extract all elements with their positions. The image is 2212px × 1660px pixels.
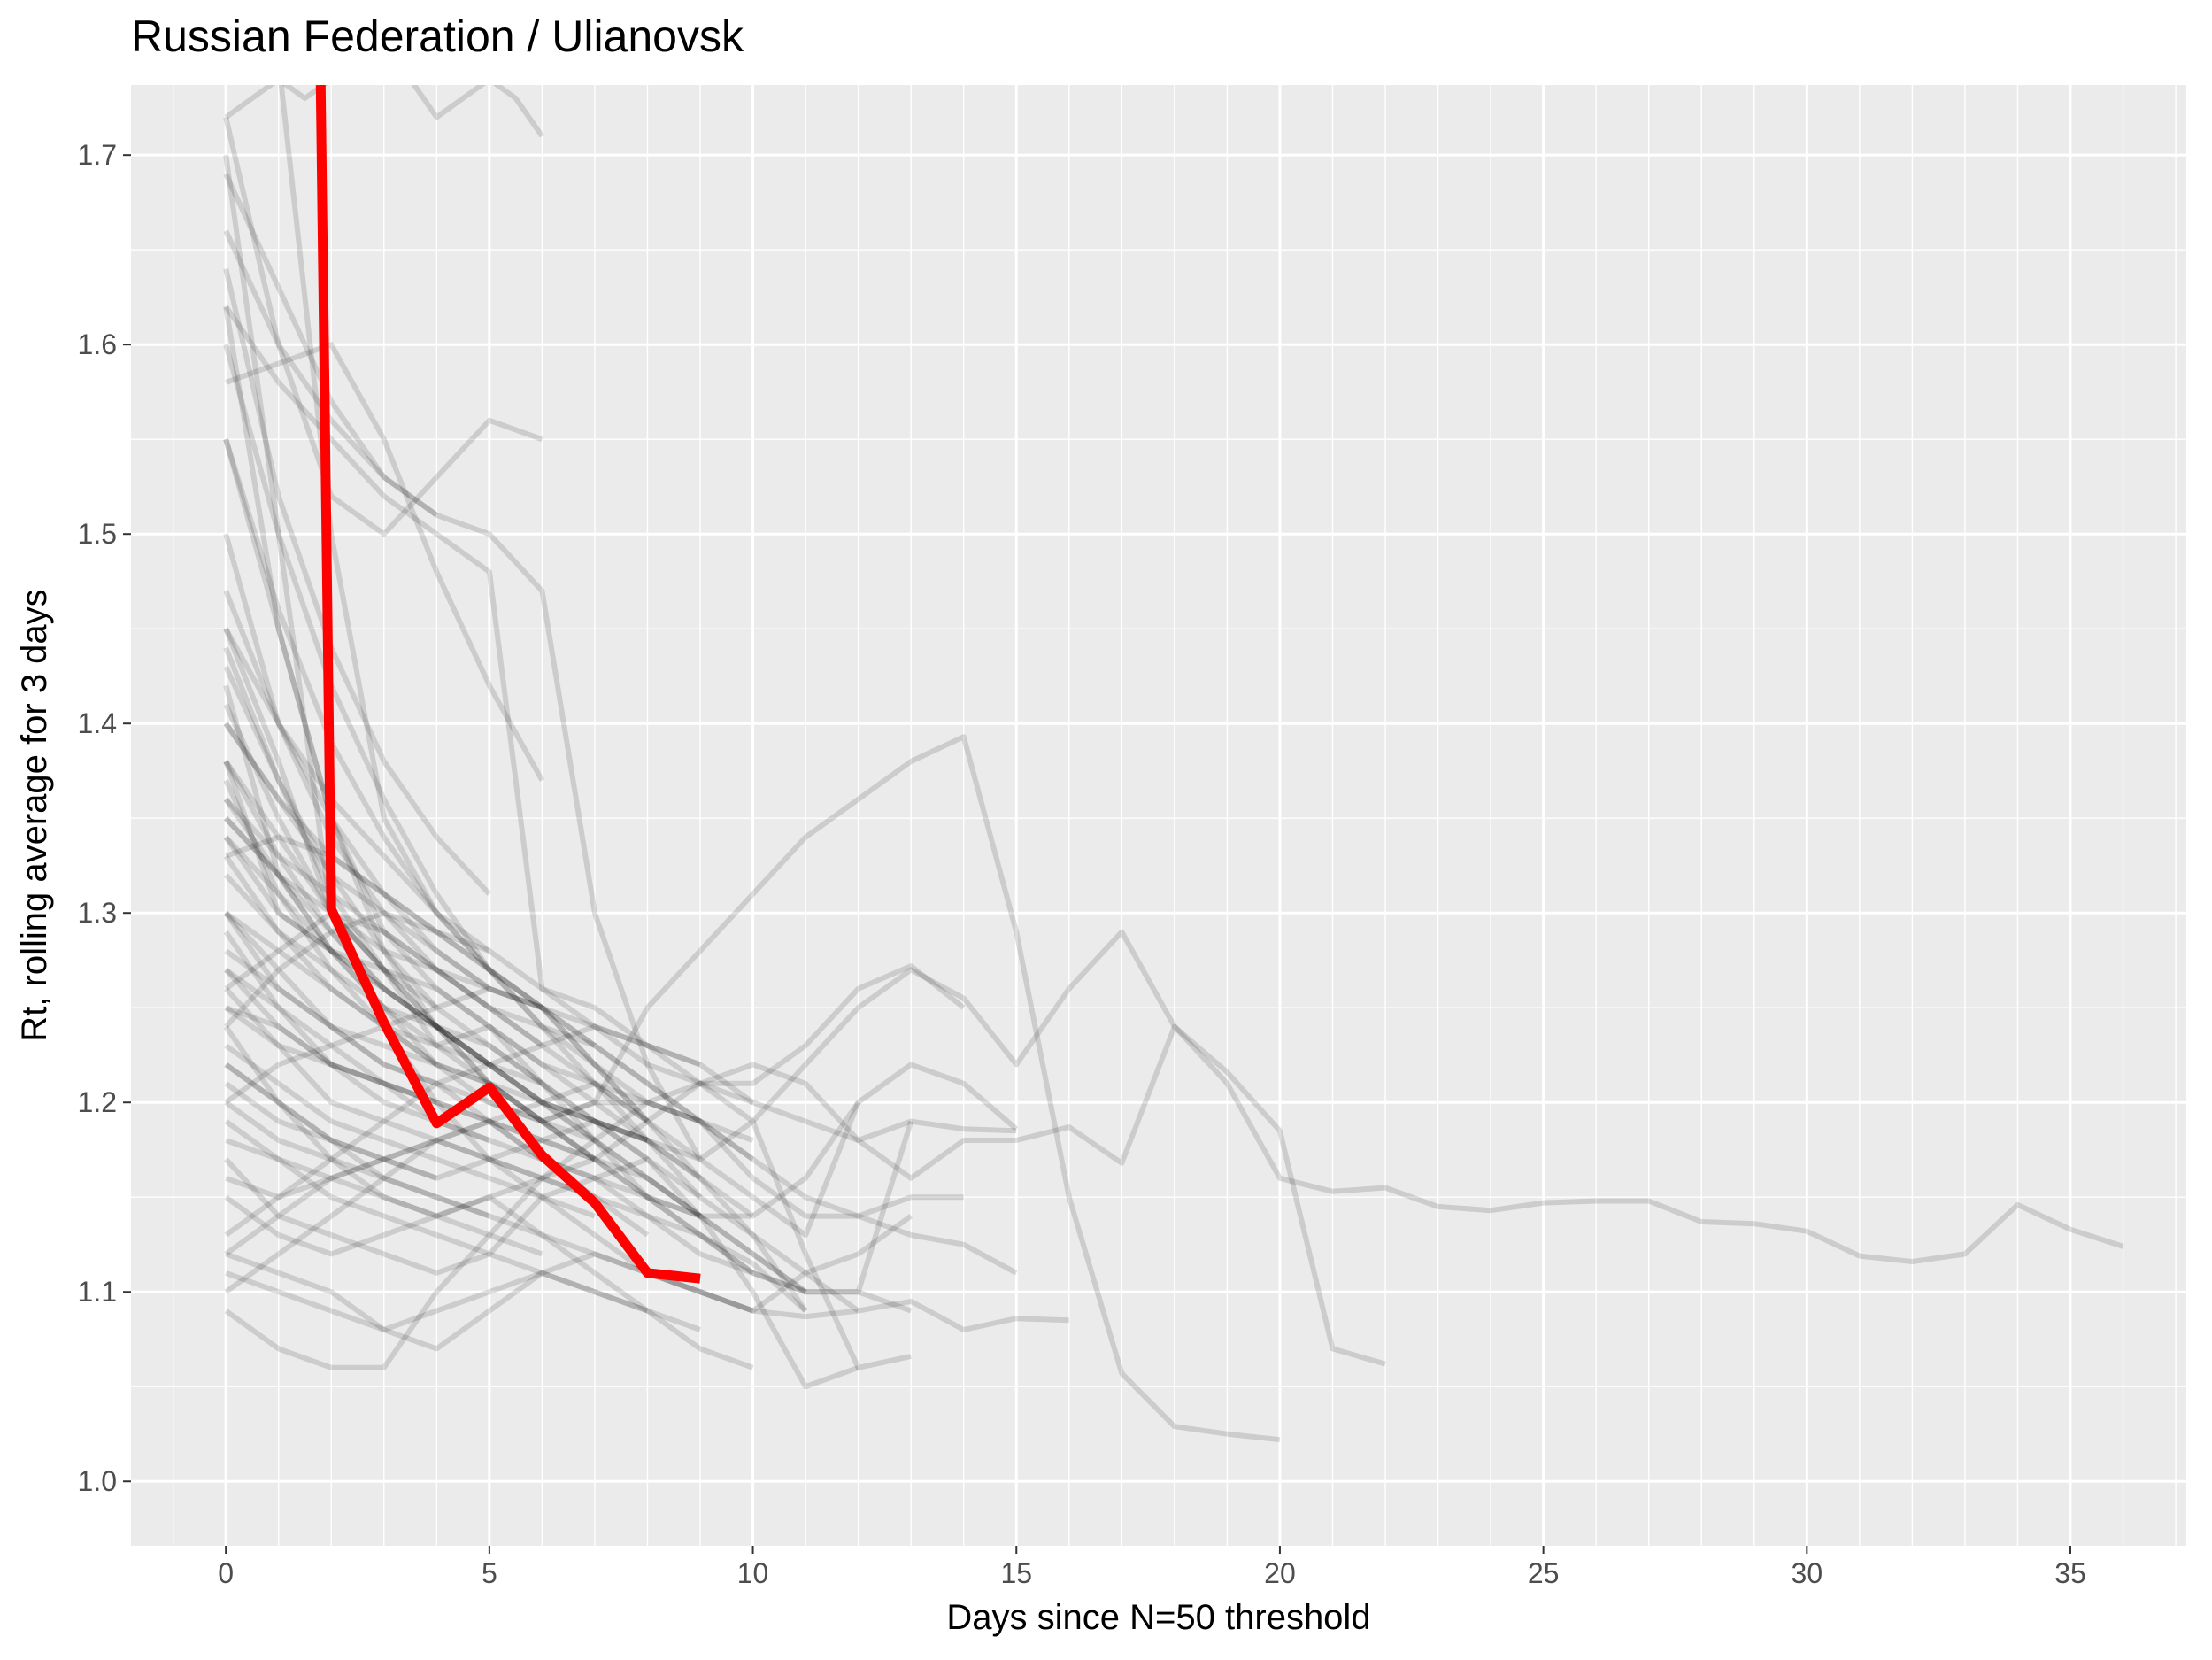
background-series-line (223, 665, 544, 1086)
background-series-line (223, 646, 649, 1143)
background-series-line (224, 1062, 438, 1181)
background-series-line (225, 1138, 543, 1257)
background-series-line (223, 798, 964, 1219)
background-series-line (223, 229, 703, 1161)
background-series-line (224, 985, 1018, 1276)
background-series-line (224, 1119, 702, 1332)
highlight-series-group (315, 85, 701, 1284)
x-tick-label: 0 (218, 1557, 234, 1589)
grid-major (131, 85, 2186, 1546)
y-tick-label: 1.1 (78, 1276, 117, 1308)
background-series-line (224, 734, 1281, 1443)
x-tick-label: 10 (737, 1557, 769, 1589)
background-series-line (223, 816, 543, 1011)
background-series-line (225, 342, 545, 782)
background-series-line (223, 930, 490, 1143)
background-series-line (223, 684, 913, 1314)
background-series-line (224, 967, 702, 1219)
background-series-line (223, 779, 439, 1067)
x-tick-label: 5 (482, 1557, 497, 1589)
background-series-line (224, 1023, 702, 1238)
background-series-line (223, 438, 1019, 1219)
background-series-line (224, 1194, 754, 1370)
background-series-line (223, 761, 2124, 1264)
background-series-line (223, 722, 703, 1180)
x-axis-title: Days since N=50 threshold (946, 1598, 1370, 1637)
y-tick-label: 1.5 (78, 518, 117, 550)
x-axis: 0 5 10 15 20 25 30 35 (218, 1546, 2086, 1589)
y-tick-label: 1.3 (78, 897, 117, 929)
background-series-line (223, 722, 1386, 1367)
background-series-line (223, 590, 491, 992)
background-series-line (223, 533, 755, 1162)
x-tick-label: 30 (1792, 1557, 1823, 1589)
background-series-line (224, 1081, 649, 1181)
background-series-line (223, 1156, 807, 1294)
y-tick-label: 1.4 (78, 707, 117, 739)
background-series-line (225, 1005, 1017, 1162)
background-series-line (223, 627, 703, 1200)
y-tick-label: 1.6 (78, 328, 117, 360)
background-series-line (224, 1080, 754, 1294)
background-series-line (223, 305, 966, 1086)
grid-minor (131, 85, 2186, 1546)
x-tick-label: 20 (1264, 1557, 1296, 1589)
highlight-series-line (315, 85, 701, 1284)
background-series-line (278, 85, 754, 1106)
background-series-line (225, 1270, 649, 1332)
y-axis-title: Rt, rolling average for 3 days (15, 589, 54, 1041)
plot-panel (131, 85, 2186, 1546)
background-series-line (225, 1214, 913, 1352)
background-series-line (225, 834, 490, 954)
background-series-line (223, 173, 439, 518)
background-series-line (224, 1138, 596, 1256)
background-series-line (223, 267, 492, 896)
background-series-line (224, 1080, 912, 1370)
background-series-line (223, 305, 808, 1313)
background-series-line (223, 873, 650, 1162)
y-axis: 1.0 1.1 1.2 1.3 1.4 1.5 1.6 1.7 (78, 139, 131, 1497)
background-series-line (223, 816, 702, 1219)
background-series-line (223, 986, 808, 1313)
background-series-line (224, 910, 544, 1048)
background-series-line (223, 911, 914, 1295)
background-series-line (223, 438, 597, 1048)
background-series-line (223, 910, 650, 1123)
x-tick-label: 15 (1000, 1557, 1032, 1589)
background-series-line (223, 835, 807, 1295)
x-tick-label: 25 (1528, 1557, 1560, 1589)
y-tick-label: 1.2 (78, 1086, 117, 1118)
background-series-line (223, 1024, 859, 1390)
background-series-line (223, 854, 860, 1314)
y-tick-label: 1.7 (78, 139, 117, 171)
background-series-line (224, 1100, 490, 1219)
y-tick-label: 1.0 (78, 1465, 117, 1497)
background-series-line (223, 344, 702, 1124)
background-series-line (223, 835, 597, 1162)
background-series-line (223, 968, 438, 1106)
x-tick-label: 35 (2054, 1557, 2086, 1589)
chart-title: Russian Federation / Ulianovsk (131, 12, 744, 61)
background-series-line (223, 116, 543, 537)
background-series-line (224, 1043, 596, 1219)
background-series-line (223, 797, 650, 1124)
